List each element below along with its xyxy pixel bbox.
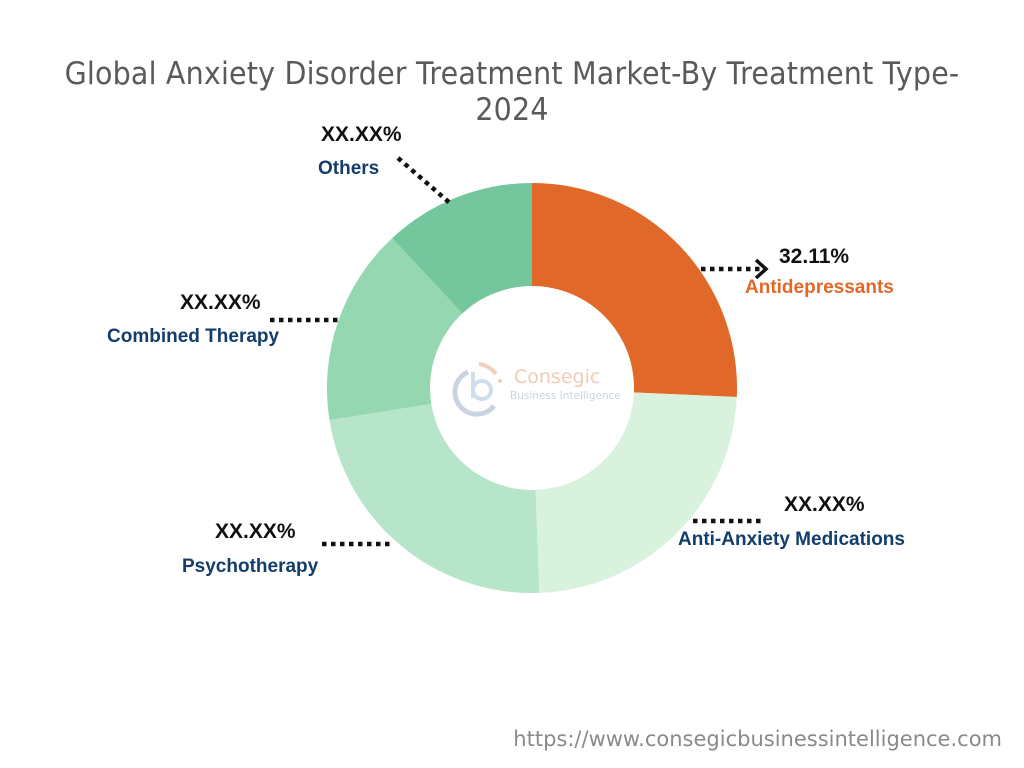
slice-antidepressants (532, 183, 737, 397)
others-value: XX.XX% (321, 123, 402, 146)
antidepressants-label: Antidepressants (745, 277, 894, 298)
anti-anxiety-label: Anti-Anxiety Medications (678, 529, 905, 550)
logo-subtitle: Business Intelligence (510, 390, 621, 402)
slice-combined-therapy (326, 238, 463, 421)
others-label: Others (318, 158, 380, 179)
psychotherapy-value: XX.XX% (215, 520, 296, 543)
combined-therapy-value: XX.XX% (180, 291, 261, 314)
consegic-logo-icon (452, 362, 502, 417)
chart-title: Global Anxiety Disorder Treatment Market… (64, 56, 960, 128)
combined-therapy-label: Combined Therapy (107, 326, 280, 347)
footer-url: https://www.consegicbusinessintelligence… (513, 727, 1002, 751)
psychotherapy-label: Psychotherapy (182, 556, 319, 577)
logo-name: Consegic (514, 366, 601, 388)
consegic-logo: Consegic Business Intelligence (452, 360, 622, 416)
anti-anxiety-value: XX.XX% (784, 493, 865, 516)
slice-anti-anxiety-medications (535, 392, 737, 593)
arrow-head-icon (754, 258, 769, 280)
antidepressants-value: 32.11% (779, 245, 850, 268)
slice-others (392, 183, 532, 314)
leader-others (396, 156, 453, 206)
slice-psychotherapy (329, 403, 540, 594)
